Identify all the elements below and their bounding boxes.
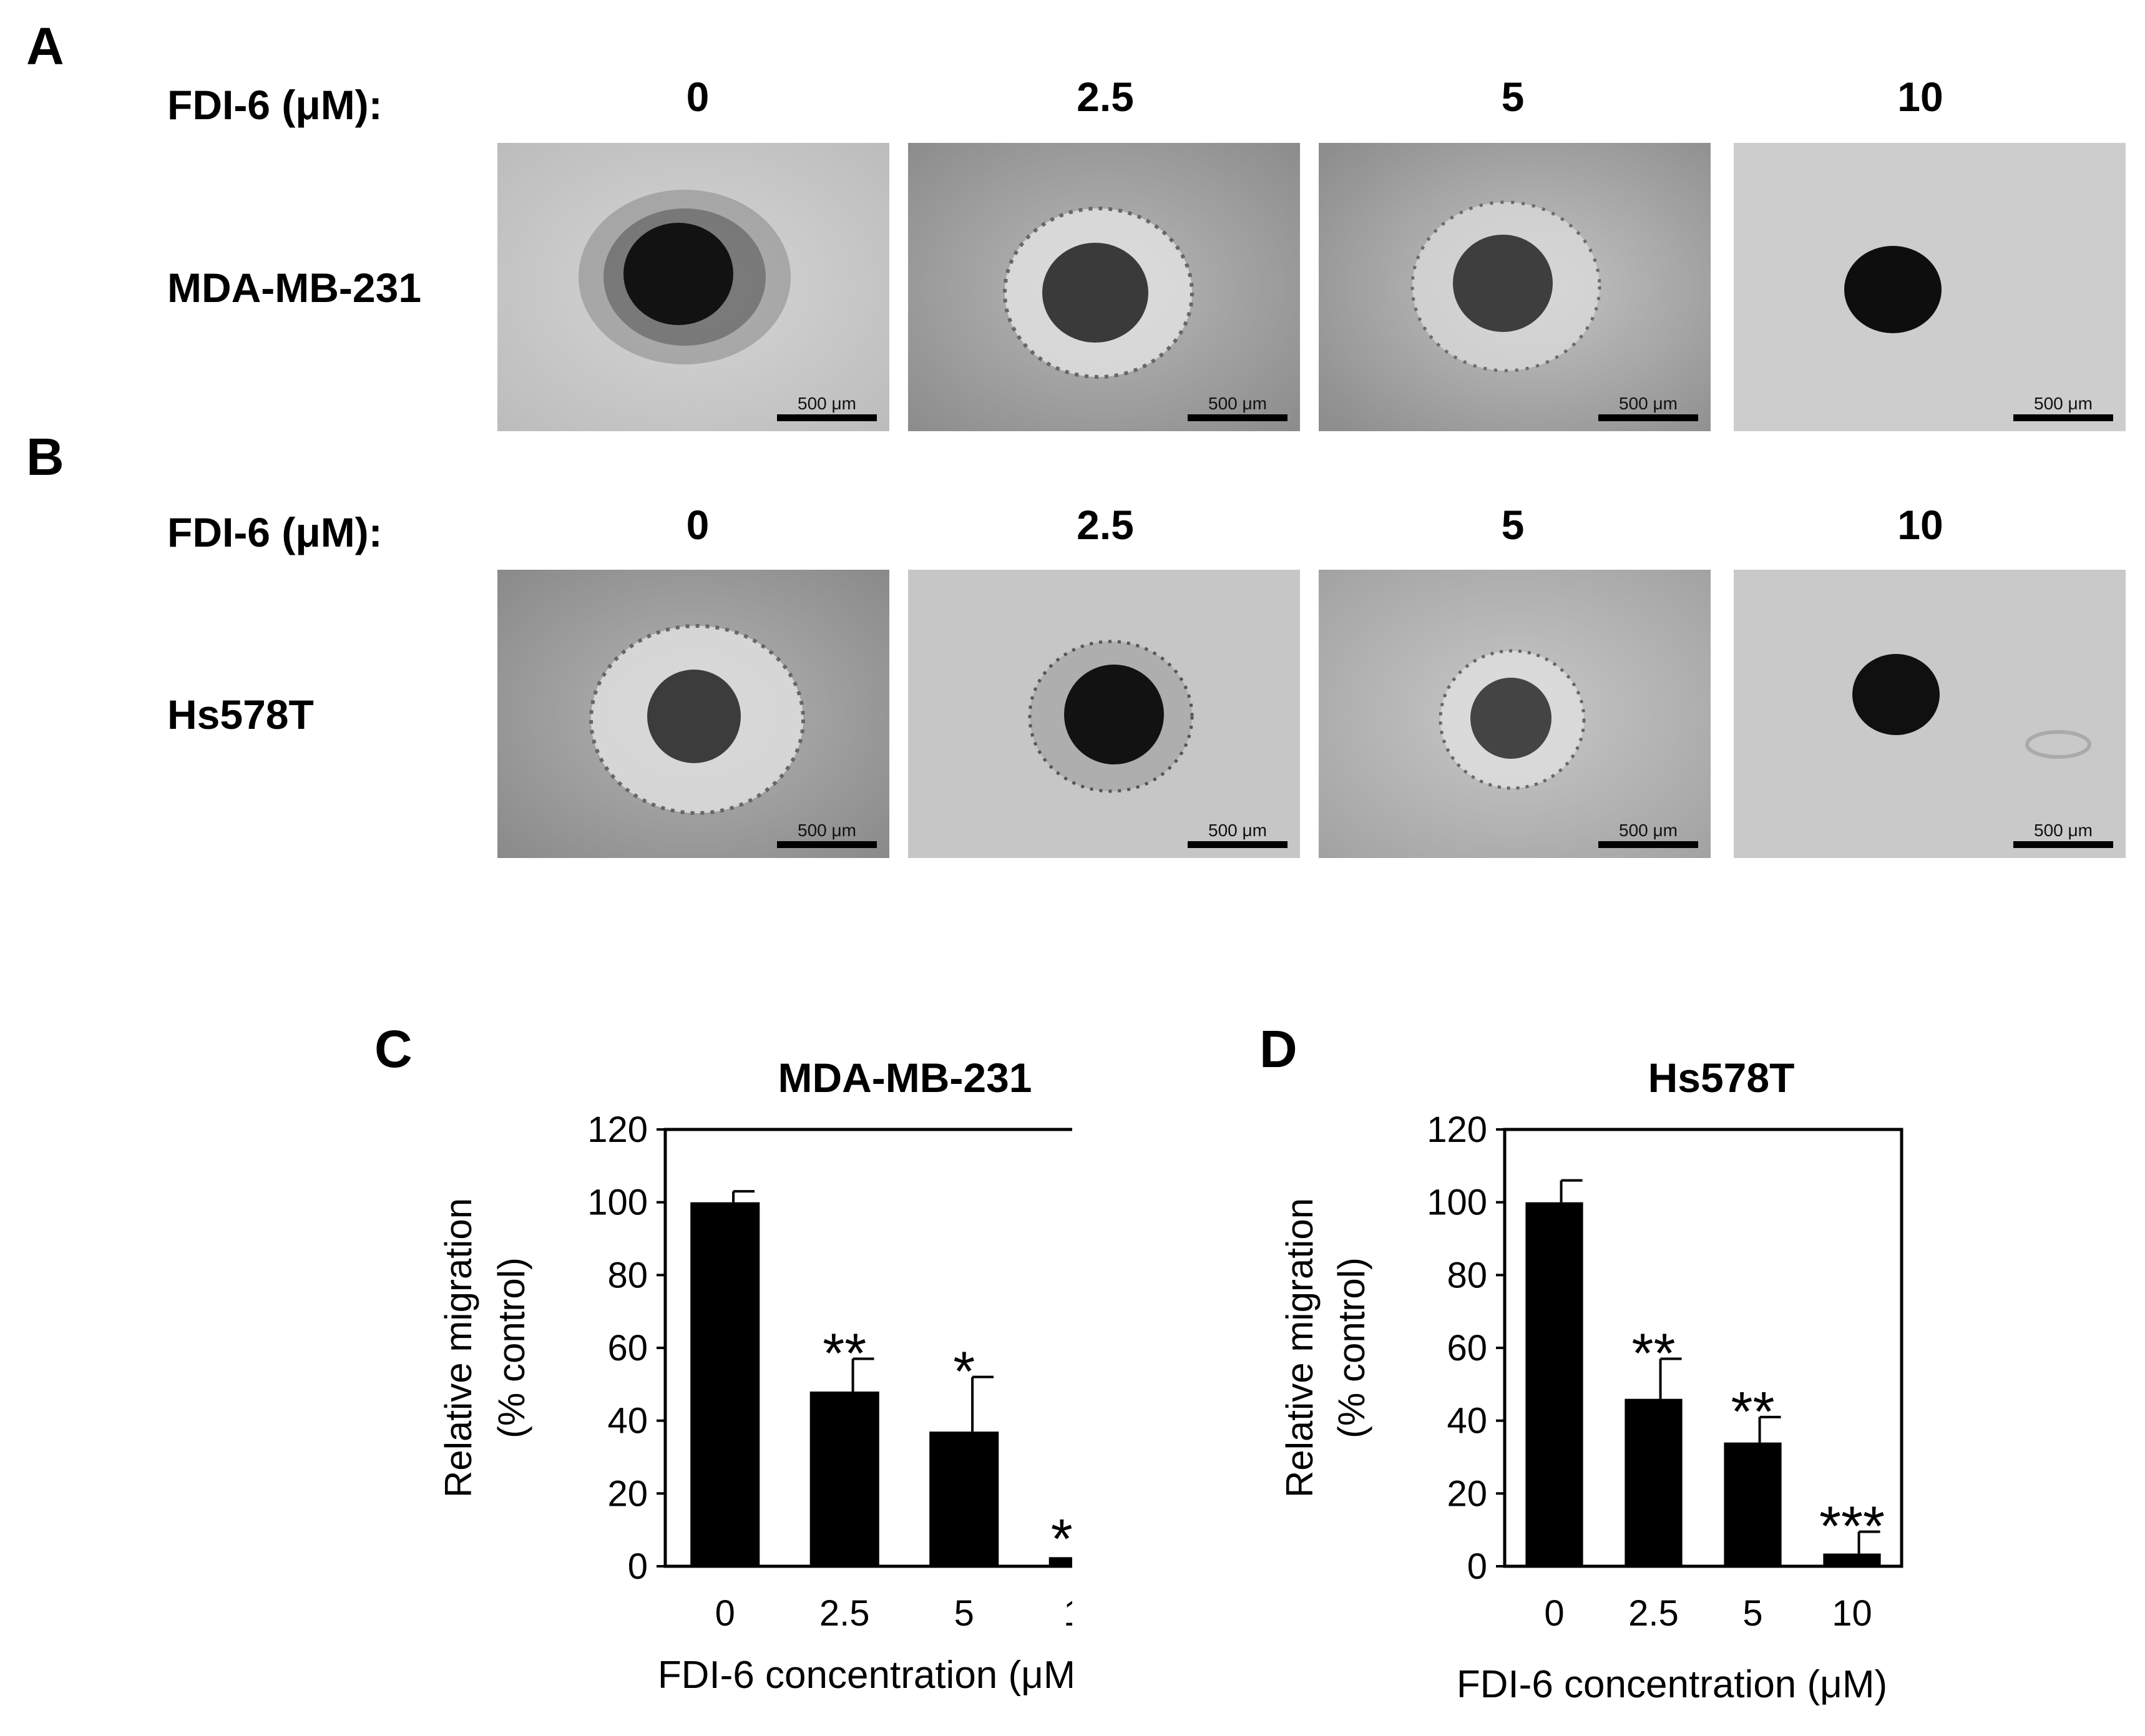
- scale-bar: [777, 841, 877, 848]
- bar: [1048, 1557, 1072, 1566]
- concentration-label-b-5: 5: [1501, 502, 1525, 548]
- scale-bar-label: 500 μm: [1619, 394, 1678, 413]
- x-tick-label: 0: [715, 1593, 735, 1634]
- scale-bar-label: 500 μm: [2034, 821, 2093, 840]
- y-tick-label: 80: [607, 1255, 648, 1295]
- y-tick-label: 80: [1447, 1255, 1487, 1295]
- scale-bar: [1598, 414, 1698, 421]
- micrograph-b-0: 500 μm: [497, 570, 889, 858]
- y-tick-label: 20: [1447, 1473, 1487, 1514]
- y-tick-label: 100: [587, 1183, 648, 1223]
- scale-bar-label: 500 μm: [1208, 394, 1267, 413]
- cell-line-label-a: MDA-MB-231: [167, 265, 422, 311]
- scale-bar-label: 500 μm: [798, 821, 856, 840]
- concentration-label-b-0: 0: [686, 502, 710, 548]
- treatment-label-a: FDI-6 (μM):: [167, 82, 383, 128]
- y-tick-label: 60: [607, 1328, 648, 1368]
- scale-bar: [2013, 414, 2113, 421]
- concentration-label-a-0: 0: [686, 74, 710, 120]
- bar: [809, 1392, 879, 1566]
- y-tick-label: 0: [1467, 1546, 1487, 1587]
- concentration-label-a-2-5: 2.5: [1077, 74, 1134, 120]
- y-tick-label: 20: [607, 1473, 648, 1514]
- y-tick-label: 40: [1447, 1401, 1487, 1441]
- x-axis-label: FDI-6 concentration (μM): [658, 1654, 1072, 1697]
- y-axis-label-line1: Relative migration: [437, 1198, 479, 1498]
- significance-marker: ***: [1051, 1508, 1072, 1571]
- scale-bar-label: 500 μm: [1208, 821, 1267, 840]
- x-tick-label: 5: [954, 1593, 974, 1634]
- scale-bar: [2013, 841, 2113, 848]
- scale-bar: [1188, 414, 1287, 421]
- x-axis-label: FDI-6 concentration (μM): [1457, 1663, 1887, 1706]
- concentration-label-b-10: 10: [1897, 502, 1943, 548]
- y-tick-label: 0: [628, 1546, 648, 1587]
- panel-letter-b: B: [26, 427, 64, 486]
- bar: [1625, 1398, 1683, 1566]
- panel-letter: C: [374, 1020, 413, 1078]
- bar: [1823, 1553, 1881, 1566]
- y-axis-label-line1: Relative migration: [1279, 1198, 1321, 1498]
- significance-marker: **: [823, 1323, 866, 1385]
- micrograph-b-5: 500 μm: [1319, 570, 1711, 858]
- y-tick-label: 60: [1447, 1328, 1487, 1368]
- x-tick-label: 10: [1063, 1593, 1072, 1634]
- scale-bar: [777, 414, 877, 421]
- y-tick-label: 120: [1427, 1109, 1487, 1150]
- micrograph-a-5: 500 μm: [1319, 143, 1711, 431]
- scale-bar: [1188, 841, 1287, 848]
- concentration-label-a-10: 10: [1897, 74, 1943, 120]
- y-tick-label: 40: [607, 1401, 648, 1441]
- micrograph-b-10: 500 μm: [1734, 570, 2126, 858]
- treatment-label-b: FDI-6 (μM):: [167, 509, 383, 555]
- significance-marker: **: [1631, 1323, 1675, 1385]
- chart-title: MDA-MB-231: [778, 1055, 1032, 1101]
- concentration-label-b-2-5: 2.5: [1077, 502, 1134, 548]
- micrograph-a-10: 500 μm: [1734, 143, 2126, 431]
- x-tick-label: 5: [1742, 1593, 1762, 1634]
- y-axis-label-line2: (% control): [491, 1257, 532, 1438]
- scale-bar-label: 500 μm: [1619, 821, 1678, 840]
- y-axis-label-line2: (% control): [1331, 1257, 1372, 1438]
- micrograph-a-2-5: 500 μm: [908, 143, 1300, 431]
- concentration-label-a-5: 5: [1501, 74, 1525, 120]
- x-tick-label: 0: [1544, 1593, 1564, 1634]
- significance-marker: *: [953, 1341, 975, 1403]
- significance-marker: ***: [1819, 1496, 1885, 1558]
- bar: [690, 1202, 760, 1566]
- micrograph-a-0: 500 μm: [497, 143, 889, 431]
- x-tick-label: 2.5: [1628, 1593, 1679, 1634]
- x-tick-label: 2.5: [819, 1593, 870, 1634]
- scale-bar-label: 500 μm: [2034, 394, 2093, 413]
- cell-line-label-b: Hs578T: [167, 691, 314, 738]
- scale-bar-label: 500 μm: [798, 394, 856, 413]
- bar: [1525, 1202, 1583, 1566]
- bar: [929, 1431, 999, 1566]
- y-tick-label: 100: [1427, 1183, 1487, 1223]
- micrograph-b-2-5: 500 μm: [908, 570, 1300, 858]
- x-tick-label: 10: [1832, 1593, 1872, 1634]
- panel-letter-a: A: [26, 17, 64, 76]
- y-tick-label: 120: [587, 1109, 648, 1150]
- scale-bar: [1598, 841, 1698, 848]
- chart-title: Hs578T: [1648, 1055, 1795, 1101]
- bar: [1724, 1442, 1782, 1566]
- panel-letter: D: [1259, 1020, 1297, 1078]
- significance-marker: **: [1731, 1381, 1774, 1443]
